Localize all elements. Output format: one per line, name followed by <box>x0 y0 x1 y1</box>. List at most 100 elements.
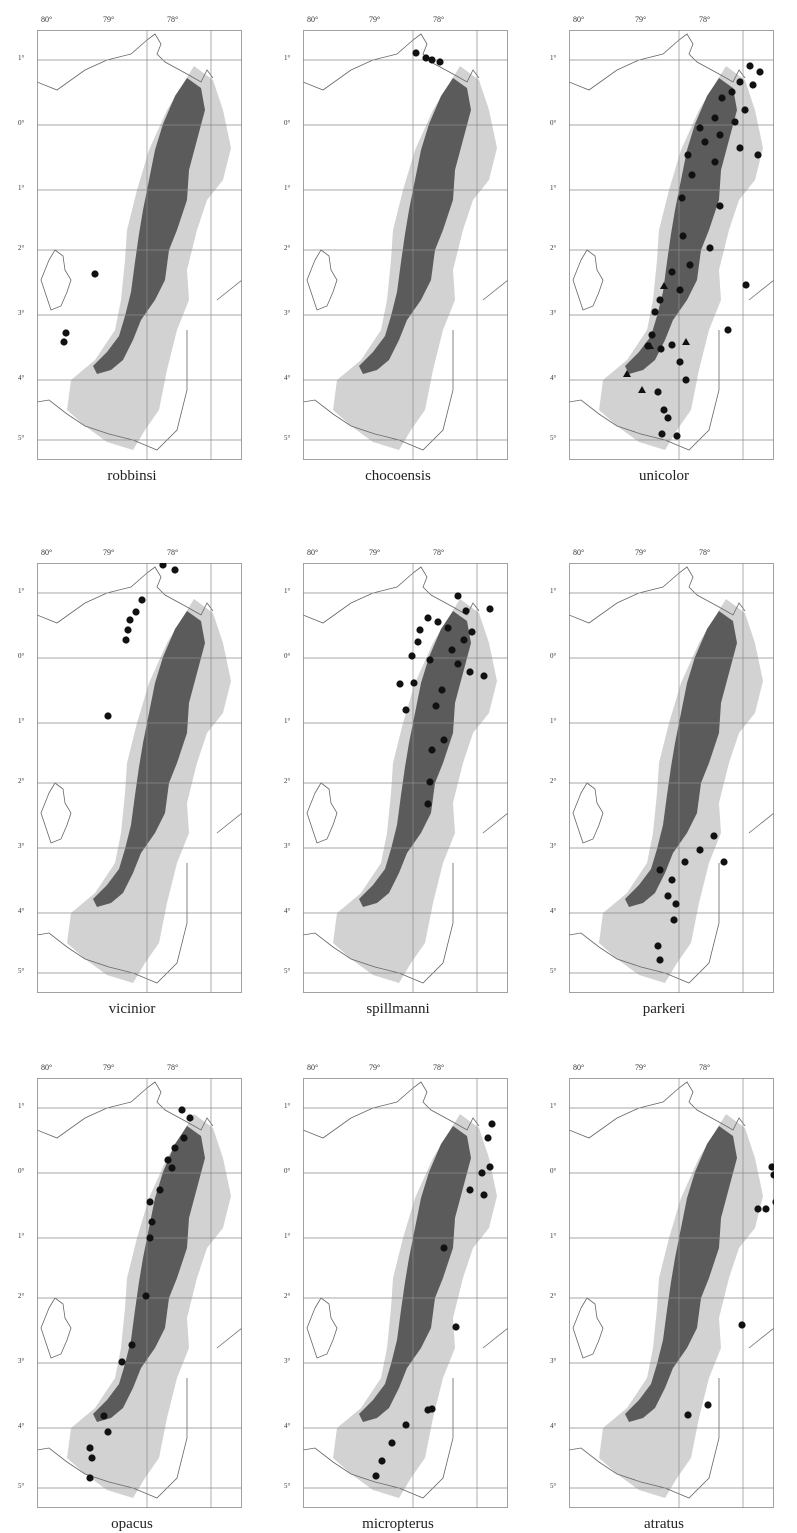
border-outline <box>569 1081 774 1499</box>
record-point-marker <box>710 832 718 840</box>
record-point-marker <box>132 608 140 616</box>
record-point-marker <box>402 706 410 714</box>
record-point-marker <box>681 858 689 866</box>
map-panel-robbinsi: 80° 79° 78° 1° 0° 1° 2° 3° 4° 5° robbinsi <box>12 12 252 484</box>
record-point-marker <box>432 702 440 710</box>
andes-highland-region <box>359 78 471 374</box>
latitude-label: 5° <box>284 967 291 975</box>
record-point-marker <box>462 607 470 615</box>
record-point-marker <box>408 652 416 660</box>
record-point-marker <box>720 858 728 866</box>
gulf-islands-outline <box>40 1297 72 1359</box>
species-caption: micropterus <box>362 1516 434 1532</box>
latitude-label: 1° <box>284 54 291 62</box>
record-point-marker <box>138 596 146 604</box>
record-point-marker <box>86 1474 94 1482</box>
record-point-marker <box>128 1341 136 1349</box>
species-caption: chocoensis <box>365 468 431 484</box>
record-point-marker <box>104 1428 112 1436</box>
record-point-marker <box>480 1191 488 1199</box>
ecuador-map <box>37 1078 242 1508</box>
latitude-label: 3° <box>284 1357 291 1365</box>
latitude-label: 4° <box>284 374 291 382</box>
andes-highland-region <box>625 611 737 907</box>
latitude-label: 3° <box>18 1357 25 1365</box>
latitude-label: 1° <box>284 1102 291 1110</box>
longitude-label: 80° <box>573 548 585 557</box>
andes-highland-region <box>625 78 737 374</box>
record-point-marker <box>396 680 404 688</box>
record-point-marker <box>168 1164 176 1172</box>
record-point-marker <box>426 656 434 664</box>
record-point-marker <box>656 956 664 964</box>
record-point-marker <box>676 358 684 366</box>
gulf-islands-outline <box>40 782 72 844</box>
record-point-marker <box>91 270 99 278</box>
map-panel-atratus: 80° 79° 78° 1° 0° 1° 2° 3° 4° 5° atratus <box>544 1060 784 1532</box>
longitude-label: 80° <box>307 548 319 557</box>
longitude-label: 79° <box>635 15 647 24</box>
longitude-label: 78° <box>433 15 445 24</box>
latitude-label: 1° <box>284 184 291 192</box>
latitude-label: 1° <box>550 184 557 192</box>
record-point-marker <box>656 866 664 874</box>
record-point-marker <box>466 1186 474 1194</box>
record-point-marker <box>688 171 696 179</box>
record-triangle-marker <box>682 338 690 345</box>
map-panel-spillmanni: 80° 79° 78° 1° 0° 1° 2° 3° 4° 5° spillmanni <box>278 545 518 1017</box>
map-frame <box>37 1078 242 1508</box>
record-point-marker <box>118 1358 126 1366</box>
map-frame <box>569 563 774 993</box>
latitude-label: 0° <box>18 119 25 127</box>
record-point-marker <box>486 1163 494 1171</box>
longitude-label: 79° <box>103 15 115 24</box>
longitude-label: 79° <box>103 548 115 557</box>
ecuador-map <box>569 1078 774 1508</box>
longitude-label: 80° <box>41 548 53 557</box>
record-point-marker <box>156 1186 164 1194</box>
andes-highland-region <box>93 1126 205 1422</box>
record-point-marker <box>448 646 456 654</box>
longitude-label: 80° <box>573 1063 585 1072</box>
andes-highland-region <box>93 78 205 374</box>
latitude-label: 5° <box>284 434 291 442</box>
ecuador-map <box>303 30 508 460</box>
record-point-marker <box>488 1120 496 1128</box>
border-outline <box>303 1081 508 1499</box>
record-point-marker <box>684 151 692 159</box>
record-point-marker <box>410 679 418 687</box>
latitude-label: 1° <box>550 54 557 62</box>
record-point-marker <box>146 1234 154 1242</box>
record-point-marker <box>754 1205 762 1213</box>
latitude-label: 0° <box>18 652 25 660</box>
latitude-label: 1° <box>18 1232 25 1240</box>
record-point-marker <box>171 1144 179 1152</box>
longitude-label: 80° <box>307 1063 319 1072</box>
latitude-label: 2° <box>550 244 557 252</box>
latitude-label: 1° <box>550 587 557 595</box>
record-point-marker <box>186 1114 194 1122</box>
record-point-marker <box>438 686 446 694</box>
record-triangle-marker <box>623 370 631 377</box>
record-point-marker <box>460 636 468 644</box>
latitude-label: 3° <box>550 842 557 850</box>
record-point-marker <box>372 1472 380 1480</box>
latitude-label: 4° <box>550 907 557 915</box>
longitude-label: 79° <box>635 1063 647 1072</box>
record-point-marker <box>100 1412 108 1420</box>
longitude-label: 80° <box>41 1063 53 1072</box>
record-point-marker <box>711 158 719 166</box>
latitude-label: 1° <box>18 717 25 725</box>
record-point-marker <box>762 1205 770 1213</box>
gulf-islands-outline <box>40 249 72 311</box>
latitude-label: 1° <box>550 717 557 725</box>
gulf-islands-outline <box>572 249 604 311</box>
latitude-label: 5° <box>18 1482 25 1490</box>
longitude-label: 78° <box>433 1063 445 1072</box>
latitude-label: 5° <box>550 1482 557 1490</box>
latitude-label: 4° <box>550 374 557 382</box>
latitude-label: 1° <box>18 587 25 595</box>
border-outline <box>37 1081 242 1499</box>
record-point-marker <box>660 406 668 414</box>
record-point-marker <box>424 800 432 808</box>
